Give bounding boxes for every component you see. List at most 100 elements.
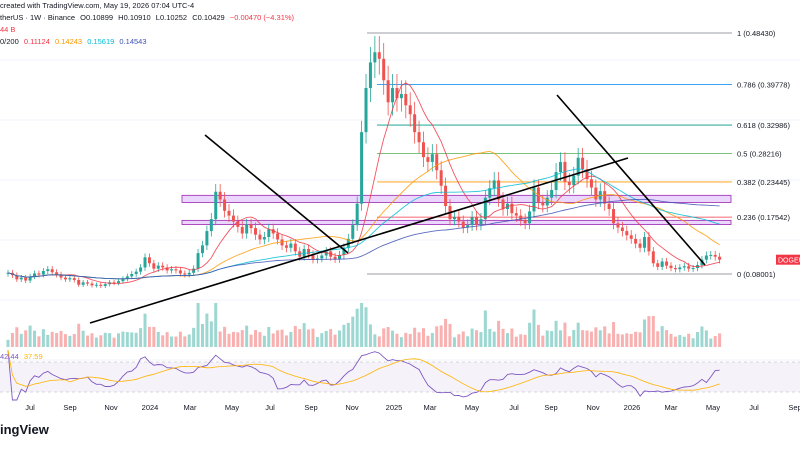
candle-body bbox=[276, 233, 280, 240]
candle-body bbox=[510, 203, 514, 214]
candle-body bbox=[532, 187, 536, 212]
volume-bar bbox=[545, 330, 549, 347]
volume-bar bbox=[660, 326, 664, 347]
candle-body bbox=[408, 105, 412, 115]
volume-bar bbox=[651, 316, 655, 347]
volume-bar bbox=[10, 332, 14, 347]
volume-bar bbox=[687, 333, 691, 347]
candle-body bbox=[691, 268, 695, 270]
volume-bar bbox=[200, 323, 204, 347]
volume-bar bbox=[196, 303, 200, 347]
candle-body bbox=[72, 278, 76, 280]
candle-body bbox=[289, 243, 293, 248]
x-tick-label: Nov bbox=[104, 403, 118, 412]
candle-body bbox=[338, 254, 341, 260]
x-tick-label: Mar bbox=[184, 403, 197, 412]
candle-body bbox=[254, 228, 258, 235]
x-tick-label: Sep bbox=[788, 403, 800, 412]
candle-body bbox=[669, 265, 673, 269]
volume-bar bbox=[665, 330, 669, 347]
ma-line-fast bbox=[7, 82, 720, 285]
volume-bar bbox=[28, 325, 32, 347]
candle-body bbox=[178, 270, 182, 274]
x-tick-label: 2026 bbox=[624, 403, 641, 412]
candle-body bbox=[103, 284, 107, 286]
fib-label-0: 1 (0.48430) bbox=[737, 29, 776, 38]
candle-body bbox=[585, 169, 589, 180]
volume-bar bbox=[293, 325, 297, 347]
candle-body bbox=[488, 188, 492, 198]
volume-bar bbox=[315, 337, 319, 347]
volume-bar bbox=[94, 337, 98, 347]
zone-box-2 bbox=[181, 219, 732, 225]
volume-bar bbox=[254, 329, 258, 347]
volume-bar bbox=[227, 333, 231, 347]
candle-body bbox=[293, 243, 297, 252]
volume-bar bbox=[669, 333, 673, 347]
volume-bar bbox=[373, 334, 377, 347]
candle-body bbox=[439, 170, 443, 186]
volume-bar bbox=[620, 334, 624, 347]
candle-body bbox=[324, 251, 328, 256]
rsi-value-2: 37.59 bbox=[23, 352, 43, 361]
candle-body bbox=[262, 237, 266, 240]
candle-body bbox=[59, 274, 63, 278]
candle-body bbox=[63, 277, 67, 280]
candle-body bbox=[435, 154, 439, 171]
volume-bar bbox=[589, 331, 593, 347]
zone-box-1 bbox=[181, 194, 732, 203]
candle-body bbox=[125, 276, 129, 279]
ma-value-3: 0.15619 bbox=[87, 37, 115, 46]
volume-bar bbox=[183, 336, 187, 347]
candle-body bbox=[514, 213, 518, 216]
candle-body bbox=[214, 191, 218, 220]
volume-bar bbox=[298, 329, 302, 347]
header-ohlc-line: therUS · 1W · Binance O0.10899 H0.10910 … bbox=[0, 13, 297, 22]
volume-bar bbox=[342, 324, 346, 347]
candle-body bbox=[46, 269, 50, 272]
volume-bar bbox=[276, 330, 280, 347]
volume-bar bbox=[408, 334, 412, 347]
x-tick-label: Sep bbox=[544, 403, 557, 412]
candle-body bbox=[466, 225, 470, 228]
candle-body bbox=[19, 277, 23, 280]
candle-body bbox=[81, 282, 85, 285]
volume-bar bbox=[6, 339, 10, 347]
candle-body bbox=[629, 235, 633, 239]
candle-body bbox=[709, 254, 713, 256]
volume-bar bbox=[15, 327, 19, 347]
candle-body bbox=[24, 277, 28, 281]
volume-bar bbox=[678, 335, 682, 347]
candle-body bbox=[6, 272, 10, 274]
candle-body bbox=[121, 278, 125, 282]
candle-body bbox=[660, 261, 664, 267]
candle-body bbox=[187, 272, 191, 275]
candle-body bbox=[607, 203, 611, 210]
symbol-text: therUS · 1W · Binance bbox=[0, 13, 76, 22]
volume-bar bbox=[598, 330, 602, 347]
candle-body bbox=[33, 273, 37, 277]
volume-bar bbox=[108, 333, 112, 347]
candle-body bbox=[550, 189, 554, 198]
volume-bar bbox=[72, 334, 76, 347]
volume-bar bbox=[284, 335, 288, 347]
volume-bar bbox=[581, 330, 585, 347]
candle-body bbox=[673, 268, 677, 270]
rsi-line bbox=[7, 349, 720, 401]
volume-bar bbox=[466, 336, 470, 347]
volume-bar bbox=[377, 336, 381, 347]
volume-bar bbox=[563, 322, 567, 347]
candle-body bbox=[307, 248, 311, 255]
volume-bar bbox=[435, 326, 439, 347]
candle-body bbox=[258, 234, 262, 240]
volume-bar bbox=[236, 332, 240, 347]
candle-body bbox=[616, 223, 620, 228]
volume-bar bbox=[554, 320, 558, 347]
ohlc-close: C0.10429 bbox=[192, 13, 225, 22]
volume-bar bbox=[41, 329, 45, 347]
candle-body bbox=[572, 175, 576, 186]
candle-body bbox=[174, 269, 178, 271]
volume-bar bbox=[205, 313, 209, 347]
fib-label-1: 0.786 (0.39778) bbox=[737, 81, 790, 90]
